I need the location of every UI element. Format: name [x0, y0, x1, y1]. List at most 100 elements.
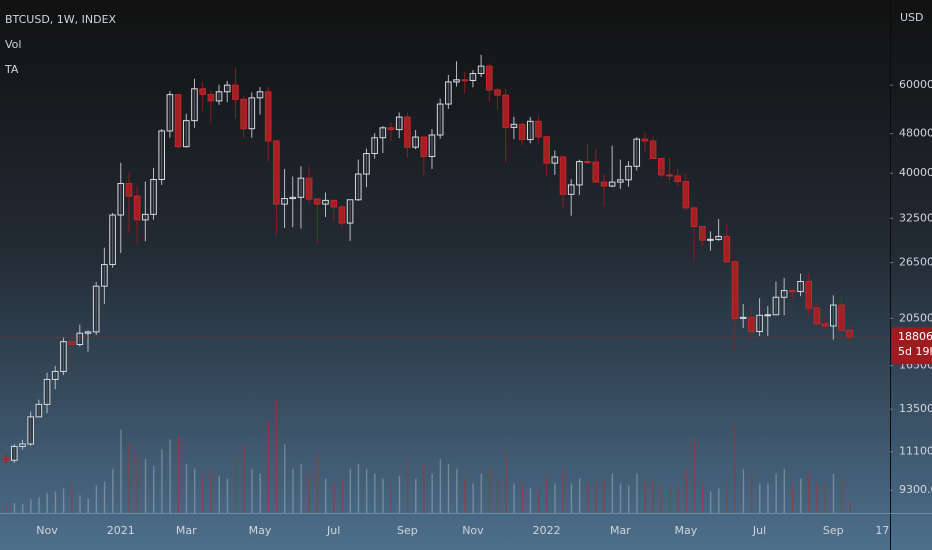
volume-bar — [193, 468, 196, 513]
x-tick-label: Mar — [176, 524, 197, 537]
x-tick-label: May — [249, 524, 272, 537]
candle-body — [166, 94, 174, 132]
x-tick-label: 2021 — [107, 524, 135, 537]
volume-bar — [333, 483, 335, 513]
candle-body — [84, 331, 92, 334]
candle-body — [535, 120, 542, 138]
volume-bar — [562, 468, 564, 513]
candle-body — [813, 307, 821, 325]
candle-body — [158, 130, 166, 181]
candle-body — [43, 378, 51, 405]
candle-body — [51, 370, 59, 380]
volume-bar — [349, 468, 351, 513]
volume-bar — [46, 493, 48, 513]
volume-bar — [439, 458, 442, 513]
volume-bar — [365, 468, 368, 513]
volume-bar — [218, 475, 220, 513]
candle-body — [567, 184, 575, 195]
volume-bar — [660, 485, 663, 513]
volume-bar — [292, 468, 294, 513]
volume-bar — [243, 444, 245, 513]
volume-bar — [529, 488, 532, 513]
volume-bar — [816, 483, 818, 513]
candle-body — [428, 134, 436, 158]
candle-body — [322, 199, 329, 205]
candle-body — [600, 181, 608, 187]
x-tick-label: Sep — [397, 524, 418, 537]
volume-bar — [136, 454, 139, 513]
candle-body — [559, 156, 567, 195]
candle-body — [420, 136, 428, 158]
volume-bar — [644, 483, 646, 513]
candle-body — [494, 89, 501, 96]
volume-bar — [685, 468, 687, 513]
volume-bar — [791, 485, 794, 513]
candle-body — [174, 94, 182, 148]
candle-body — [76, 332, 84, 346]
volume-bar — [13, 503, 16, 513]
candle-body — [338, 206, 346, 224]
candle-body — [797, 280, 804, 293]
candle-body — [502, 94, 509, 128]
candle-body — [748, 316, 755, 333]
volume-bar — [259, 473, 261, 513]
candle-body — [117, 183, 125, 216]
y-tick-label: 40000.00 — [899, 166, 932, 179]
candle-body — [264, 91, 272, 142]
candle-body — [551, 156, 559, 164]
x-tick-label: Nov — [36, 524, 58, 537]
volume-bar — [587, 483, 589, 513]
volume-bar — [783, 468, 786, 513]
candle-body — [305, 177, 313, 200]
y-tick-label: 13500.00 — [899, 402, 932, 415]
volume-bar — [521, 483, 523, 513]
candle-body — [445, 81, 452, 105]
candle-body — [641, 138, 649, 142]
volume-bar — [734, 424, 736, 513]
candle-body — [60, 341, 67, 372]
volume-bar — [202, 473, 204, 513]
candle-body — [395, 116, 403, 131]
x-tick-label: May — [674, 524, 697, 537]
candle-body — [756, 314, 763, 333]
candle-body — [486, 65, 493, 91]
candle-body — [723, 235, 731, 263]
volume-bar — [120, 429, 122, 513]
candle-body — [477, 65, 485, 75]
volume-bar — [824, 485, 826, 513]
volume-bar — [308, 473, 311, 513]
candle-body — [690, 207, 698, 228]
candle-body — [772, 296, 780, 316]
volume-bar — [611, 473, 614, 513]
candle-body — [649, 140, 657, 160]
x-tick-label: Jul — [752, 524, 766, 537]
candle-body — [19, 443, 26, 447]
candle-body — [625, 165, 632, 181]
volume-pane — [5, 400, 851, 513]
candle-body — [805, 280, 813, 309]
volume-bar — [21, 504, 24, 513]
volume-bar — [800, 478, 802, 513]
volume-bar — [603, 478, 605, 513]
candle-body — [371, 137, 378, 155]
candle-body — [363, 153, 370, 175]
candle-body — [133, 195, 141, 221]
volume-bar — [742, 468, 745, 513]
candle-body — [297, 177, 305, 198]
volume-bar — [153, 465, 155, 513]
volume-bar — [668, 488, 671, 513]
candle-body — [698, 226, 706, 241]
candle-body — [215, 91, 223, 102]
candle-body — [68, 341, 75, 346]
volume-bar — [726, 485, 728, 513]
candle-body — [657, 158, 665, 176]
candle-body — [27, 416, 34, 445]
candle-body — [256, 91, 264, 99]
volume-bar — [570, 483, 573, 513]
volume-bar — [693, 439, 695, 513]
volume-bar — [677, 488, 679, 513]
candle-body — [101, 264, 108, 287]
volume-bar — [636, 473, 638, 513]
x-tick-label: Nov — [462, 524, 484, 537]
